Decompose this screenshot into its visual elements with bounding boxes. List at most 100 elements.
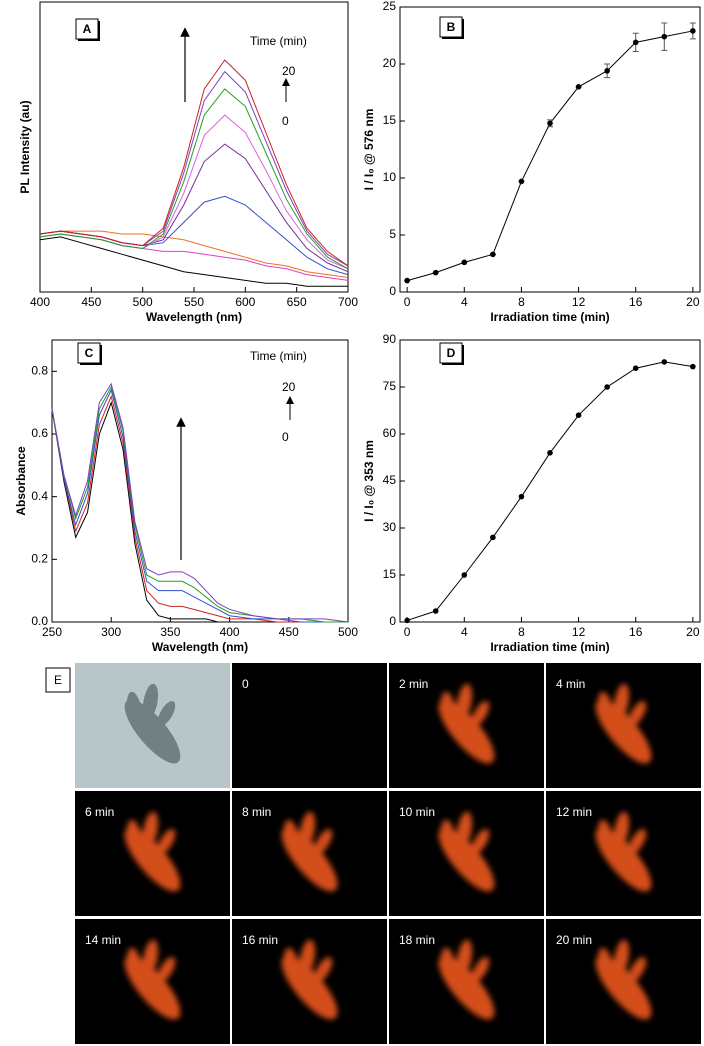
specimen-finger xyxy=(157,957,176,982)
x-tick-label: 400 xyxy=(220,625,240,639)
specimen-finger xyxy=(440,947,457,984)
plot-frame xyxy=(399,339,701,623)
cell-bg xyxy=(232,663,387,788)
annotation: 0 xyxy=(282,114,289,128)
specimen-finger xyxy=(126,947,143,984)
specimen-finger xyxy=(440,819,457,856)
x-tick-label: 300 xyxy=(101,625,121,639)
y-tick-label: 10 xyxy=(383,170,397,184)
y-tick-label: 0 xyxy=(389,614,396,628)
data-point xyxy=(490,534,496,541)
x-tick-label: 350 xyxy=(160,625,180,639)
specimen-finger xyxy=(597,947,614,984)
panel-label: A xyxy=(83,22,92,36)
x-tick-label: 16 xyxy=(629,625,643,639)
specimen xyxy=(595,811,652,892)
data-point xyxy=(690,363,696,370)
y-axis-title: Absorbance xyxy=(14,446,28,516)
specimen-finger xyxy=(126,691,143,728)
data-point xyxy=(518,493,525,500)
x-tick-label: 20 xyxy=(686,625,700,639)
frame-label: 0 xyxy=(242,677,249,691)
frame-label: 18 min xyxy=(399,933,435,947)
data-line xyxy=(51,388,348,623)
x-tick-label: 4 xyxy=(461,295,468,309)
specimen-finger xyxy=(157,701,176,726)
x-axis-title: Wavelength (nm) xyxy=(152,640,248,654)
x-tick-label: 8 xyxy=(518,295,525,309)
y-tick-label: 15 xyxy=(383,567,397,581)
annotation: 20 xyxy=(282,64,296,78)
y-tick-label: 90 xyxy=(383,332,397,346)
x-tick-label: 500 xyxy=(133,295,153,309)
data-point xyxy=(690,28,696,34)
data-line xyxy=(39,88,349,270)
data-point xyxy=(461,572,468,578)
x-axis-title: Irradiation time (min) xyxy=(490,640,609,654)
y-tick-label: 0.6 xyxy=(31,426,48,440)
frame-label: 10 min xyxy=(399,805,435,819)
data-line xyxy=(51,382,349,623)
label-box xyxy=(77,342,101,364)
data-point xyxy=(661,33,668,40)
x-axis-title: Wavelength (nm) xyxy=(146,310,242,324)
specimen-finger xyxy=(628,957,647,982)
specimen-finger xyxy=(314,957,333,982)
specimen-finger xyxy=(299,939,316,976)
y-tick-label: 0.2 xyxy=(31,552,48,566)
frame-label: 20 min xyxy=(556,933,592,947)
image-cell: 8 min xyxy=(232,791,387,916)
annotation: 20 xyxy=(282,380,296,394)
specimen xyxy=(438,683,495,764)
x-tick-label: 650 xyxy=(287,295,307,309)
specimen-finger xyxy=(471,701,490,726)
image-cell: 4 min xyxy=(546,663,701,788)
x-tick-label: 20 xyxy=(686,295,700,309)
y-tick-label: 0.4 xyxy=(31,489,48,503)
data-point xyxy=(575,84,582,90)
x-tick-label: 16 xyxy=(629,295,643,309)
image-cell: 10 min xyxy=(389,791,544,916)
y-tick-label: 0.0 xyxy=(31,614,48,628)
y-axis-title: I / I₀ @ 353 nm xyxy=(362,440,376,522)
specimen xyxy=(438,811,495,892)
data-point xyxy=(432,608,439,614)
image-cell: 12 min xyxy=(546,791,701,916)
specimen-finger xyxy=(471,829,490,854)
label-box xyxy=(75,18,99,40)
frame-label: 12 min xyxy=(556,805,592,819)
x-tick-label: 600 xyxy=(235,295,255,309)
specimen xyxy=(438,939,495,1020)
x-tick-label: 500 xyxy=(338,625,358,639)
specimen-finger xyxy=(126,819,143,856)
y-tick-label: 20 xyxy=(383,56,397,70)
data-line xyxy=(39,59,349,267)
specimen-finger xyxy=(628,701,647,726)
x-tick-label: 4 xyxy=(461,625,468,639)
data-point xyxy=(604,68,610,74)
label-box xyxy=(45,667,71,693)
x-tick-label: 400 xyxy=(30,295,50,309)
annotation: Time (min) xyxy=(250,34,307,48)
specimen-finger xyxy=(314,829,333,854)
label-box xyxy=(439,342,463,364)
specimen xyxy=(595,939,652,1020)
x-tick-label: 12 xyxy=(572,625,586,639)
frame-label: 4 min xyxy=(556,677,585,691)
data-line xyxy=(51,394,348,623)
annotation: Time (min) xyxy=(250,349,307,363)
annotation: 0 xyxy=(282,430,289,444)
x-tick-label: 8 xyxy=(518,625,525,639)
specimen-finger xyxy=(456,683,473,720)
data-point xyxy=(547,450,553,456)
y-tick-label: 60 xyxy=(383,426,397,440)
specimen xyxy=(124,811,181,892)
frame-label: 8 min xyxy=(242,805,271,819)
data-point xyxy=(632,39,639,46)
panel-label: C xyxy=(85,346,94,360)
frame-label: 14 min xyxy=(85,933,121,947)
y-tick-label: 30 xyxy=(383,520,397,534)
specimen-finger xyxy=(142,683,159,720)
y-tick-label: 75 xyxy=(383,379,397,393)
